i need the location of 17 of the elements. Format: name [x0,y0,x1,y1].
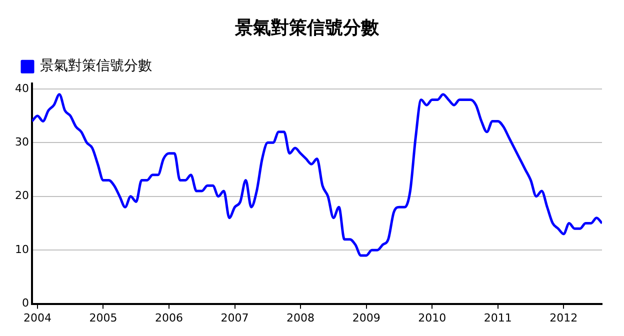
x-tick-label: 2009 [352,311,380,324]
legend-label: 景氣對策信號分數 [40,58,152,74]
x-tick-label: 2010 [418,311,446,324]
y-tick-label: 20 [14,189,29,202]
line-series [32,93,602,257]
x-tick-label: 2008 [286,311,315,324]
x-tick-label: 2006 [155,311,184,324]
y-tick-label: 0 [22,296,29,310]
x-tick-label: 2004 [23,311,52,324]
x-tick-label: 2012 [550,311,578,324]
y-tick-label: 40 [14,82,29,95]
chart-title: 景氣對策信號分數 [234,17,380,38]
x-tick-label: 2011 [484,311,512,324]
x-tick-label: 2007 [220,311,249,324]
x-tick-label: 2005 [89,311,118,324]
y-tick-label: 30 [14,136,29,149]
y-tick-label: 10 [14,242,29,256]
